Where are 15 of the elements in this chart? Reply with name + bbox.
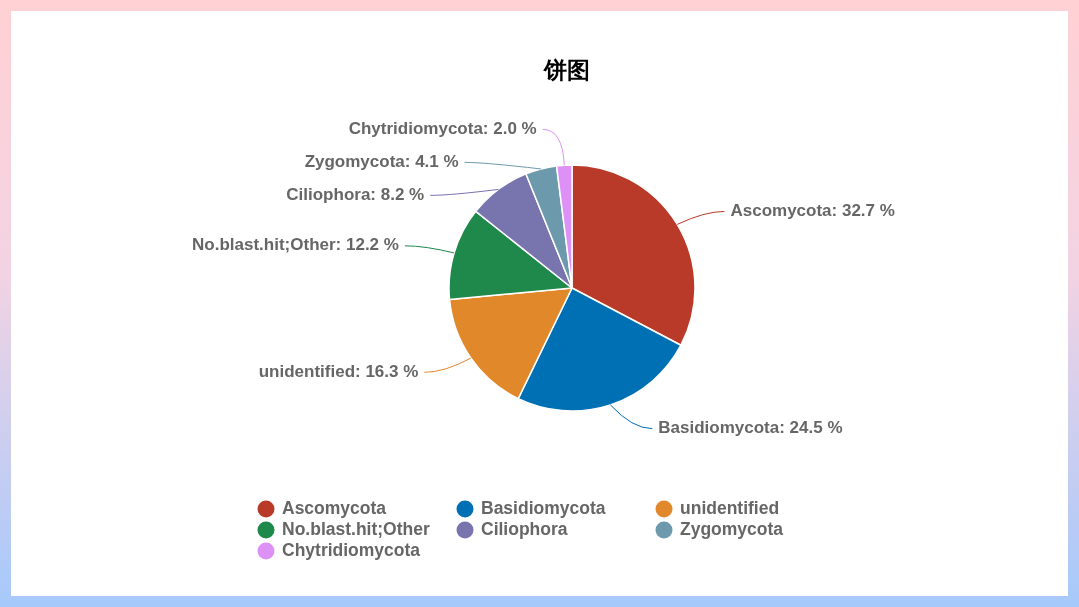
data-label: Basidiomycota: 24.5 % <box>658 418 843 438</box>
legend-label: Ciliophora <box>481 518 568 539</box>
data-label: Chytridiomycota: 2.0 % <box>348 118 537 138</box>
legend-label: No.blast.hit;Other <box>282 518 430 539</box>
chart-title: 饼图 <box>543 56 590 83</box>
legend-label: unidentified <box>680 497 780 518</box>
legend-label: Zygomycota <box>680 518 784 539</box>
data-label: No.blast.hit;Other: 12.2 % <box>192 235 399 255</box>
data-label: Ciliophora: 8.2 % <box>286 184 425 204</box>
legend-label: Basidiomycota <box>481 497 606 518</box>
data-label: Zygomycota: 4.1 % <box>304 151 459 171</box>
data-label: unidentified: 16.3 % <box>258 361 419 381</box>
legend-label: Chytridiomycota <box>282 539 421 560</box>
legend-label: Ascomycota <box>282 497 387 518</box>
data-label: Ascomycota: 32.7 % <box>730 200 895 220</box>
